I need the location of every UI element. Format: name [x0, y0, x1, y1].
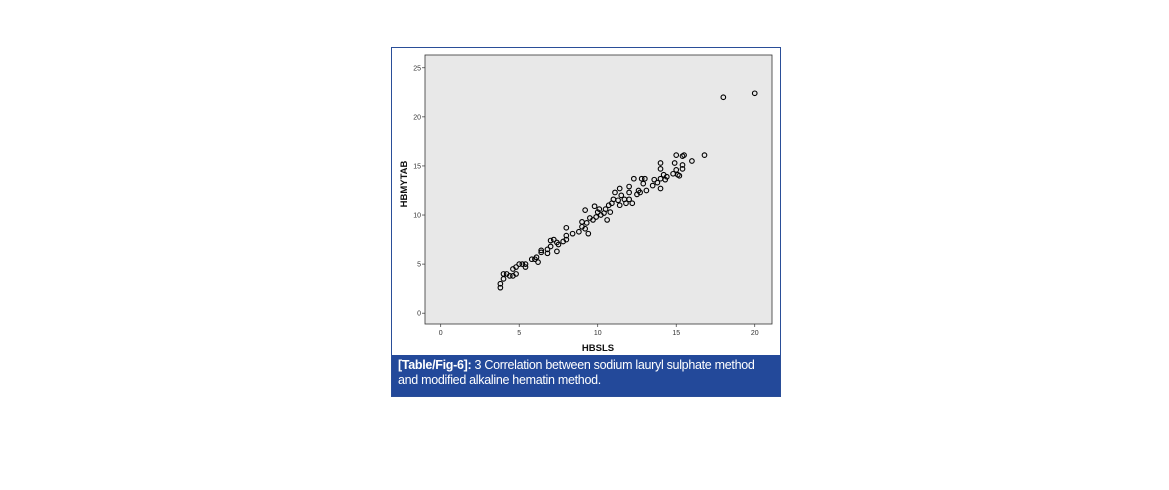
data-point	[640, 180, 647, 187]
data-point	[679, 166, 686, 172]
y-tick-label: 25	[413, 65, 421, 72]
x-tick-label: 10	[594, 330, 602, 337]
data-point	[663, 173, 670, 180]
data-point	[671, 160, 678, 166]
data-point	[689, 158, 695, 164]
data-point	[618, 192, 625, 199]
data-point	[513, 264, 519, 270]
data-point	[500, 271, 507, 277]
x-axis-label: HBSLS	[582, 343, 614, 354]
y-tick-label: 5	[417, 262, 421, 269]
data-point	[673, 152, 680, 158]
figure: 0 5 10 15 20 0 5 10 15 20 25 HBSLS HBMYTAB [Table/…	[391, 47, 781, 397]
data-point	[679, 162, 686, 168]
data-point	[591, 203, 598, 210]
data-point	[643, 187, 650, 194]
data-point	[533, 254, 540, 261]
plot-area	[424, 54, 773, 325]
data-point	[596, 206, 603, 212]
data-point	[497, 284, 504, 291]
y-axis-label: HBMYTAB	[399, 160, 410, 207]
data-point	[528, 256, 535, 263]
data-point	[544, 250, 551, 257]
data-point	[544, 246, 551, 253]
data-point	[649, 182, 656, 189]
data-point	[516, 261, 523, 267]
data-point	[626, 196, 632, 203]
data-point	[590, 217, 596, 223]
y-tick-label: 0	[417, 311, 421, 318]
data-point	[662, 176, 669, 183]
x-tick-label: 5	[517, 330, 521, 337]
data-point	[583, 220, 590, 226]
data-point	[626, 183, 632, 190]
data-point	[701, 152, 708, 158]
data-point	[630, 175, 637, 182]
data-point	[563, 236, 570, 243]
data-point	[607, 209, 614, 215]
data-point	[535, 259, 541, 265]
data-point	[638, 175, 645, 182]
data-point	[751, 90, 758, 97]
data-point	[538, 247, 545, 254]
x-tick-label: 0	[439, 330, 443, 337]
data-point	[554, 248, 560, 255]
data-point	[612, 189, 618, 196]
data-point	[522, 264, 529, 270]
data-point	[582, 225, 589, 232]
data-point	[657, 185, 664, 192]
data-point	[657, 166, 664, 172]
data-point	[616, 202, 623, 209]
data-point	[626, 189, 632, 196]
y-tick-label: 20	[413, 114, 421, 121]
data-point	[604, 217, 610, 223]
data-point	[654, 179, 661, 186]
data-point	[519, 261, 526, 267]
x-tick-label: 15	[672, 330, 680, 337]
data-point	[673, 167, 680, 173]
data-point	[547, 237, 554, 244]
x-tick-label: 20	[751, 330, 759, 337]
data-point	[585, 230, 592, 237]
data-point	[657, 160, 664, 166]
data-point	[563, 224, 570, 231]
data-point	[513, 271, 519, 277]
data-point	[522, 261, 529, 267]
data-point	[582, 207, 589, 213]
data-point	[641, 175, 648, 182]
data-point	[616, 185, 623, 192]
caption-text: 3 Correlation between sodium lauryl sulp…	[398, 358, 755, 387]
data-point	[497, 280, 504, 287]
data-point	[550, 236, 557, 243]
data-point	[593, 214, 599, 220]
data-point	[576, 228, 582, 235]
caption-label: [Table/Fig-6]:	[398, 358, 472, 372]
data-point	[651, 176, 658, 183]
data-point	[538, 249, 545, 256]
y-tick-label: 10	[413, 213, 421, 220]
data-point	[676, 172, 683, 179]
data-point	[623, 200, 629, 207]
data-point	[602, 206, 609, 212]
data-point	[563, 232, 570, 239]
data-point	[555, 241, 562, 248]
data-point	[594, 209, 601, 215]
figure-caption: [Table/Fig-6]: 3 Correlation between sod…	[392, 355, 780, 396]
data-point	[637, 189, 643, 196]
scatter-chart: 0 5 10 15 20 0 5 10 15 20 25 HBSLS HBMYTAB	[399, 54, 773, 354]
data-point	[506, 273, 513, 279]
data-point	[629, 200, 636, 207]
data-point	[681, 152, 687, 158]
y-tick-label: 15	[413, 163, 421, 170]
data-point	[569, 230, 576, 237]
data-point	[615, 197, 621, 204]
data-point	[720, 94, 727, 101]
data-point	[547, 243, 554, 250]
